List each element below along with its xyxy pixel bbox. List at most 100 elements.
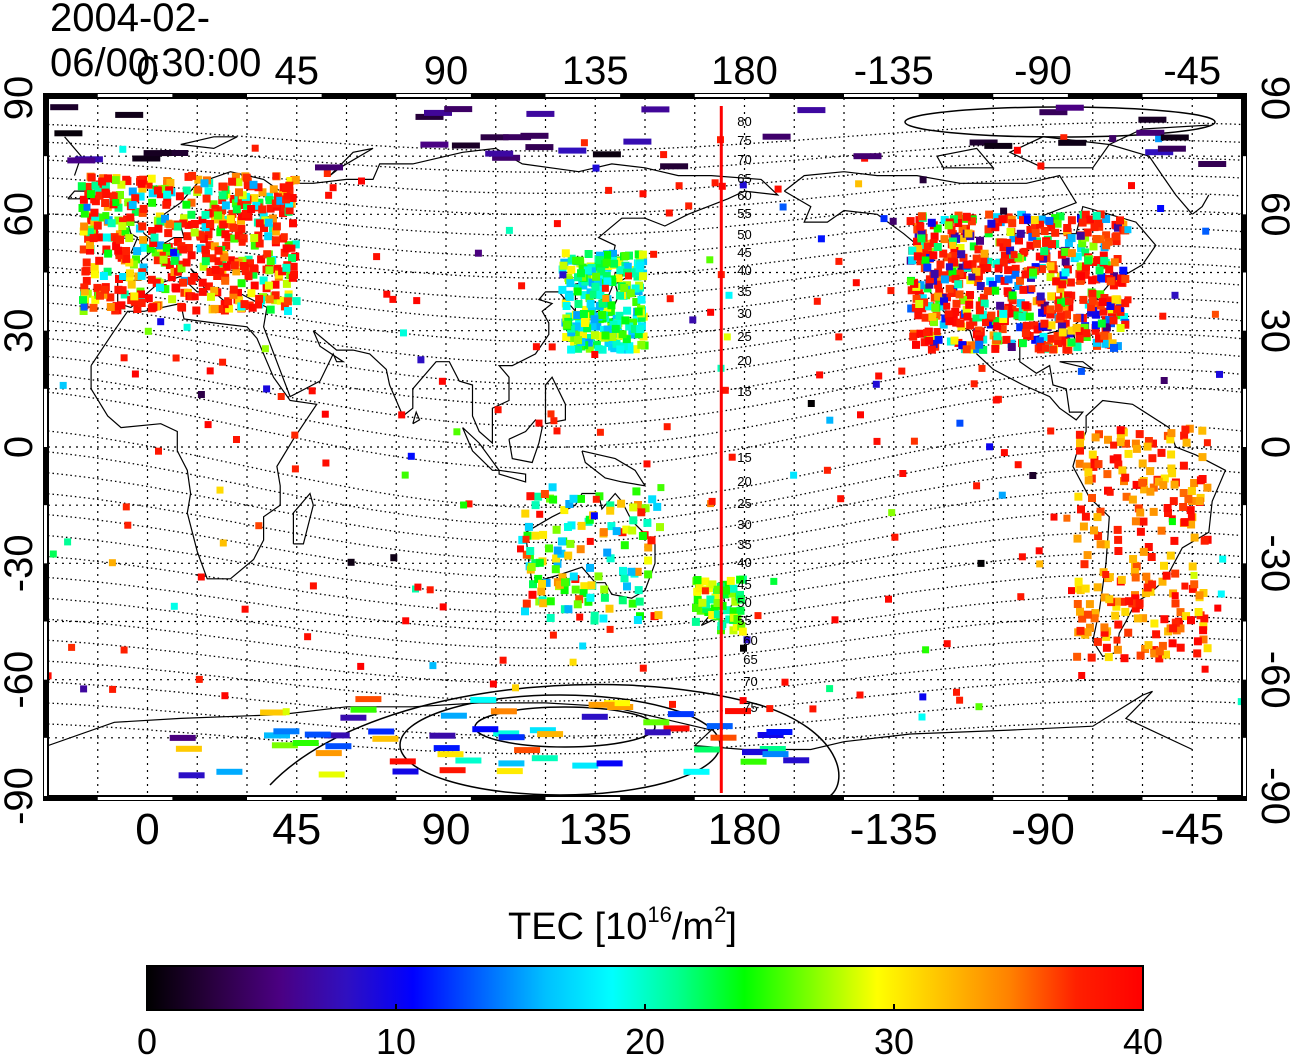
tec-point	[207, 292, 215, 301]
tec-point	[929, 251, 938, 260]
tec-point	[634, 586, 643, 595]
tec-point	[197, 573, 205, 581]
tec-point	[994, 264, 1003, 273]
tec-point	[309, 582, 317, 590]
tec-point	[1176, 624, 1185, 633]
tec-point	[161, 214, 169, 223]
tec-point	[1143, 583, 1152, 592]
tec-point	[569, 658, 577, 666]
tec-point	[603, 277, 612, 286]
tec-point	[323, 732, 350, 739]
tec-point	[389, 295, 397, 303]
tec-point	[518, 535, 527, 544]
tec-point	[279, 203, 288, 212]
tec-point	[562, 302, 571, 310]
tec-point	[1169, 497, 1178, 506]
tec-point	[1116, 438, 1125, 447]
tec-point	[945, 284, 954, 293]
tec-point	[148, 198, 157, 207]
tec-point	[1122, 439, 1130, 448]
tec-point	[1131, 594, 1140, 603]
tec-point	[153, 256, 162, 265]
tec-point	[240, 300, 249, 309]
tec-point	[574, 344, 583, 353]
tec-point	[292, 297, 301, 306]
tec-point	[266, 257, 275, 266]
tec-point	[1138, 116, 1167, 123]
tec-point	[1179, 461, 1188, 470]
tec-point	[986, 443, 994, 451]
tec-point	[987, 219, 996, 228]
axis-gap	[1142, 94, 1218, 97]
tec-point	[644, 729, 671, 736]
tec-point	[1000, 449, 1008, 457]
tec-point	[531, 755, 558, 762]
tec-point	[210, 286, 219, 295]
right-lat-label: -90	[1253, 767, 1292, 825]
tec-point	[1068, 587, 1075, 595]
tec-point	[604, 700, 630, 707]
tec-point	[82, 258, 91, 267]
tec-point	[264, 218, 273, 227]
tec-point	[67, 157, 96, 164]
tec-point	[1016, 323, 1025, 332]
tec-point	[1155, 654, 1164, 663]
tec-point	[950, 247, 959, 255]
tec-point	[1168, 639, 1177, 648]
tec-point	[1190, 533, 1199, 542]
tec-point	[656, 523, 664, 532]
tec-point	[958, 225, 967, 234]
tec-point	[531, 531, 540, 540]
tec-point	[1181, 425, 1190, 434]
tec-point	[936, 260, 945, 269]
tec-point	[1081, 584, 1090, 593]
tec-point	[572, 762, 599, 769]
tec-point	[1100, 623, 1109, 632]
tec-point	[147, 275, 156, 284]
tec-point	[754, 612, 762, 620]
contour-label: 40	[737, 555, 751, 570]
tec-point	[925, 280, 934, 289]
tec-point	[1000, 305, 1009, 314]
axis-gap	[694, 797, 770, 800]
tec-point	[1113, 636, 1121, 644]
tec-point	[250, 234, 259, 242]
tec-point	[109, 192, 118, 201]
tec-point	[633, 272, 642, 281]
tec-point	[586, 299, 595, 308]
tec-point	[170, 602, 178, 610]
tec-point	[1055, 104, 1084, 111]
tec-point	[288, 254, 296, 263]
tec-point	[138, 184, 147, 193]
tec-point	[921, 256, 930, 265]
tec-point	[609, 320, 618, 329]
tec-point	[218, 196, 227, 204]
tec-point	[588, 278, 597, 287]
bottom-lon-label: -135	[850, 805, 938, 854]
tec-point	[272, 222, 281, 231]
tec-point	[889, 217, 897, 225]
tec-point	[1046, 262, 1055, 271]
tec-point	[102, 212, 110, 220]
tec-point	[132, 155, 161, 162]
tec-point	[1134, 504, 1143, 513]
tec-point	[226, 215, 235, 224]
tec-point	[1073, 652, 1082, 661]
tec-point	[945, 263, 953, 271]
tec-point	[1031, 335, 1040, 344]
tec-point	[1171, 592, 1179, 600]
magnetic-contour	[48, 424, 1242, 508]
tec-point	[232, 205, 241, 214]
tec-point	[722, 586, 730, 595]
tec-point	[241, 210, 250, 218]
tec-point	[916, 329, 925, 338]
tec-point	[114, 203, 123, 212]
tec-point	[1195, 497, 1204, 505]
tec-point	[571, 585, 580, 594]
tec-point	[616, 345, 625, 354]
tec-point	[948, 268, 957, 276]
top-lon-label: 180	[711, 49, 778, 93]
tec-point	[401, 471, 409, 479]
tec-point	[559, 271, 567, 279]
tec-point	[610, 344, 619, 353]
